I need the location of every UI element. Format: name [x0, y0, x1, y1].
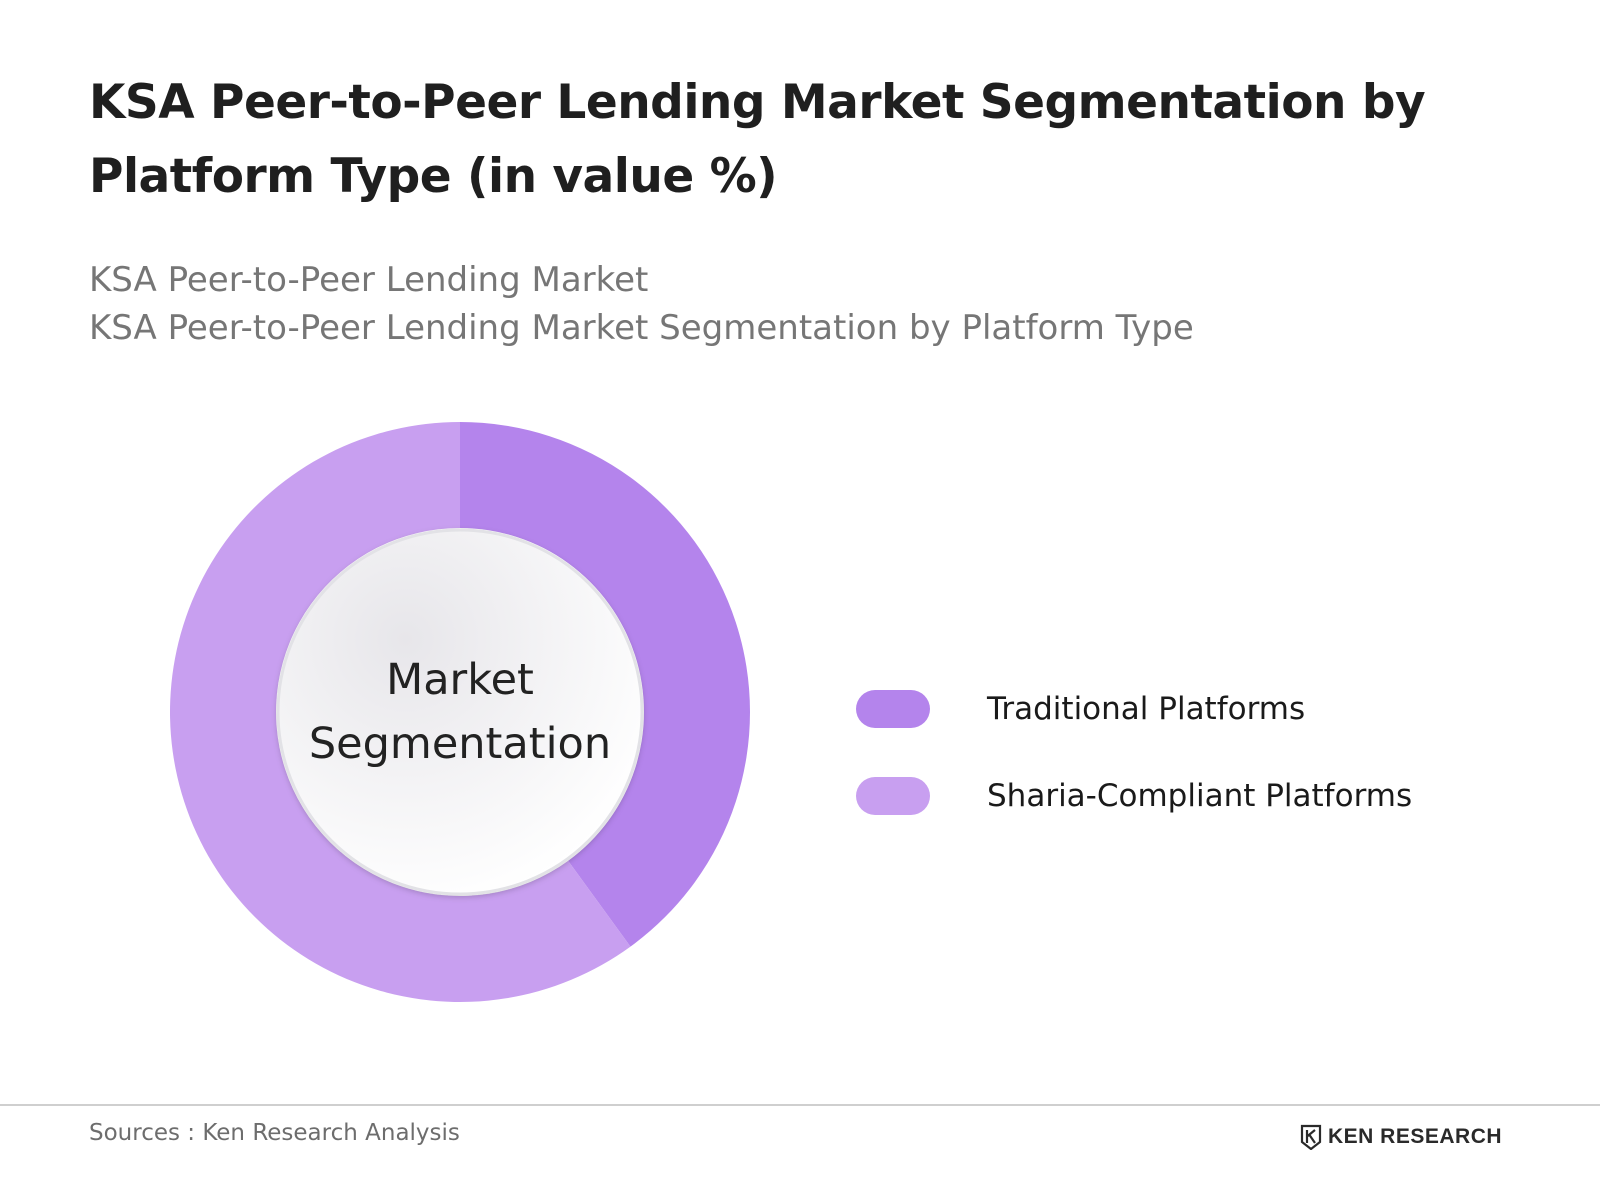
chart-subtitle-segmentation: KSA Peer-to-Peer Lending Market Segmenta… — [89, 308, 1194, 348]
center-label-line-1: Market — [386, 655, 534, 705]
brand-logo: KEN RESEARCH — [1300, 1124, 1502, 1150]
brand-name: KEN RESEARCH — [1328, 1125, 1503, 1148]
ken-research-logo-icon — [1300, 1124, 1322, 1150]
legend-item-sharia-compliant: Sharia-Compliant Platforms — [856, 777, 1412, 815]
legend-label-sharia-compliant: Sharia-Compliant Platforms — [987, 778, 1413, 814]
chart-legend: Traditional Platforms Sharia-Compliant P… — [856, 690, 1412, 864]
legend-item-traditional: Traditional Platforms — [856, 690, 1412, 728]
donut-chart: Market Segmentation — [169, 422, 750, 1003]
legend-label-traditional: Traditional Platforms — [987, 691, 1306, 727]
chart-title: KSA Peer-to-Peer Lending Market Segmenta… — [89, 75, 1426, 204]
footer-divider — [0, 1104, 1600, 1106]
donut-slice-traditional-platforms — [460, 422, 750, 947]
donut-slice-sharia-compliant-platforms — [169, 422, 631, 1003]
source-note: Sources : Ken Research Analysis — [89, 1120, 460, 1146]
legend-swatch-traditional — [856, 690, 930, 728]
chart-subtitle-market: KSA Peer-to-Peer Lending Market — [89, 260, 649, 300]
donut-center — [276, 528, 644, 896]
legend-swatch-sharia-compliant — [856, 777, 930, 815]
center-label-line-2: Segmentation — [309, 719, 611, 769]
